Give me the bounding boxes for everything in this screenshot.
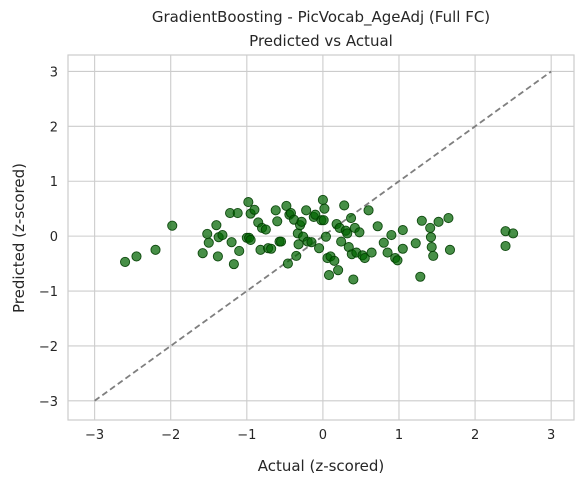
y-tick-labels: −3 −2 −1 0 1 2 3 [39, 65, 58, 409]
x-axis-label: Actual (z-scored) [258, 457, 385, 475]
data-point [323, 270, 335, 281]
data-point [378, 237, 389, 248]
data-point [202, 228, 213, 239]
data-point [426, 242, 437, 253]
data-point [319, 203, 330, 214]
data-point [348, 274, 359, 285]
y-tick-label: −2 [39, 340, 58, 355]
data-point [211, 220, 222, 231]
data-point [359, 253, 370, 264]
y-axis-label: Predicted (z-scored) [10, 163, 28, 313]
data-point [276, 236, 287, 247]
data-point [293, 239, 304, 250]
data-point [232, 208, 243, 219]
data-point [306, 237, 317, 248]
data-point [346, 212, 357, 224]
data-point [444, 244, 456, 255]
x-tick-label: −1 [237, 428, 256, 443]
data-point [333, 265, 344, 276]
y-tick-label: 3 [50, 65, 58, 80]
chart-subtitle: Predicted vs Actual [249, 32, 393, 50]
data-point [272, 216, 283, 227]
data-point [410, 238, 421, 249]
y-tick-label: 1 [50, 175, 58, 190]
data-point [270, 205, 281, 216]
data-point [500, 240, 511, 252]
data-point [234, 245, 245, 256]
data-point [131, 251, 142, 262]
data-point [318, 215, 329, 226]
data-point [354, 227, 365, 238]
data-point [197, 248, 208, 259]
x-tick-label: −2 [161, 428, 180, 443]
data-point [301, 205, 312, 216]
data-point [120, 256, 131, 267]
data-point [317, 194, 328, 205]
y-tick-label: 0 [50, 230, 58, 245]
data-point [296, 216, 307, 227]
data-point [314, 243, 325, 254]
data-point [415, 271, 426, 282]
data-point [366, 247, 377, 258]
data-point [203, 237, 214, 248]
y-tick-label: −1 [39, 285, 58, 300]
data-point [150, 244, 161, 255]
data-point [320, 231, 331, 242]
chart-title: GradientBoosting - PicVocab_AgeAdj (Full… [152, 8, 490, 27]
data-point [433, 216, 444, 227]
data-point [249, 204, 260, 215]
data-point [228, 259, 239, 270]
data-point [425, 222, 436, 233]
data-point [217, 229, 228, 241]
x-tick-label: 1 [395, 428, 403, 443]
data-point [329, 255, 340, 266]
x-tick-label: 2 [471, 428, 479, 443]
data-point [425, 232, 437, 243]
data-point [339, 200, 350, 211]
data-point [226, 237, 237, 248]
data-point [508, 228, 519, 239]
data-point [372, 221, 383, 232]
x-tick-label: 0 [319, 428, 327, 443]
data-point [282, 258, 293, 269]
data-point [291, 250, 302, 261]
data-point [266, 243, 277, 254]
data-point [428, 250, 439, 261]
data-point [416, 215, 427, 226]
data-point [397, 225, 408, 236]
data-point [443, 212, 454, 224]
data-point [336, 236, 347, 247]
data-point [386, 229, 397, 241]
x-tick-label: 3 [547, 428, 555, 443]
data-point [397, 243, 408, 254]
x-tick-label: −3 [85, 428, 104, 443]
plot-area [67, 54, 575, 421]
data-point [260, 224, 271, 235]
data-point [212, 251, 223, 262]
data-point [392, 255, 403, 266]
y-tick-label: 2 [50, 120, 58, 135]
data-point [363, 205, 374, 216]
x-tick-labels: −3 −2 −1 0 1 2 3 [85, 428, 555, 443]
data-point [382, 247, 393, 258]
data-point [342, 228, 353, 239]
data-point [281, 200, 292, 211]
data-point [245, 234, 256, 246]
grid-lines [68, 55, 574, 420]
y-tick-label: −3 [39, 395, 58, 410]
data-point [167, 220, 178, 231]
data-points [120, 194, 519, 285]
data-point [243, 197, 254, 208]
